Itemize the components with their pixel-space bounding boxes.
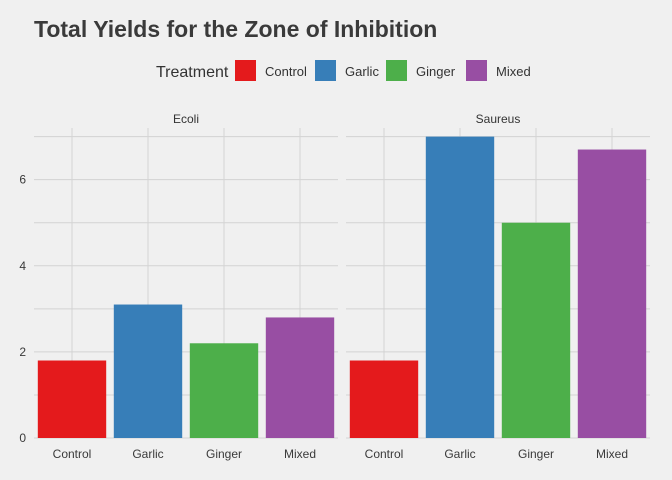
facet-ecoli: Ecoli Control Garlic Ginger Mixed [34, 112, 338, 461]
x-tick-label: Control [53, 447, 92, 461]
bar-ecoli-control [37, 360, 107, 438]
facet-label: Ecoli [173, 112, 199, 126]
facet-label: Saureus [476, 112, 521, 126]
bar-ecoli-mixed [265, 317, 335, 438]
y-tick-label: 4 [19, 259, 26, 273]
facet-saureus: Saureus Control Garlic Ginger Mixed [346, 112, 650, 461]
bar-saureus-garlic [425, 136, 495, 438]
legend-label-control: Control [265, 64, 307, 79]
legend-swatch-mixed [466, 60, 487, 81]
legend-swatch-ginger [386, 60, 407, 81]
y-tick-label: 2 [19, 345, 26, 359]
legend-label-ginger: Ginger [416, 64, 456, 79]
x-tick-label: Garlic [132, 447, 163, 461]
x-tick-label: Control [365, 447, 404, 461]
legend-label-garlic: Garlic [345, 64, 379, 79]
legend-swatch-control [235, 60, 256, 81]
x-tick-label: Ginger [518, 447, 554, 461]
x-tick-label: Ginger [206, 447, 242, 461]
bar-saureus-control [349, 360, 419, 438]
bar-saureus-ginger [501, 222, 571, 438]
x-tick-label: Mixed [596, 447, 628, 461]
x-tick-label: Mixed [284, 447, 316, 461]
y-tick-label: 0 [19, 431, 26, 445]
legend-label-mixed: Mixed [496, 64, 531, 79]
legend-title: Treatment [156, 64, 229, 81]
x-tick-label: Garlic [444, 447, 475, 461]
legend: Treatment Control Garlic Ginger Mixed [156, 60, 531, 81]
y-tick-label: 6 [19, 173, 26, 187]
bar-ecoli-ginger [189, 343, 259, 438]
legend-swatch-garlic [315, 60, 336, 81]
chart-title: Total Yields for the Zone of Inhibition [34, 16, 437, 42]
bar-saureus-mixed [577, 149, 647, 438]
bar-ecoli-garlic [113, 304, 183, 438]
